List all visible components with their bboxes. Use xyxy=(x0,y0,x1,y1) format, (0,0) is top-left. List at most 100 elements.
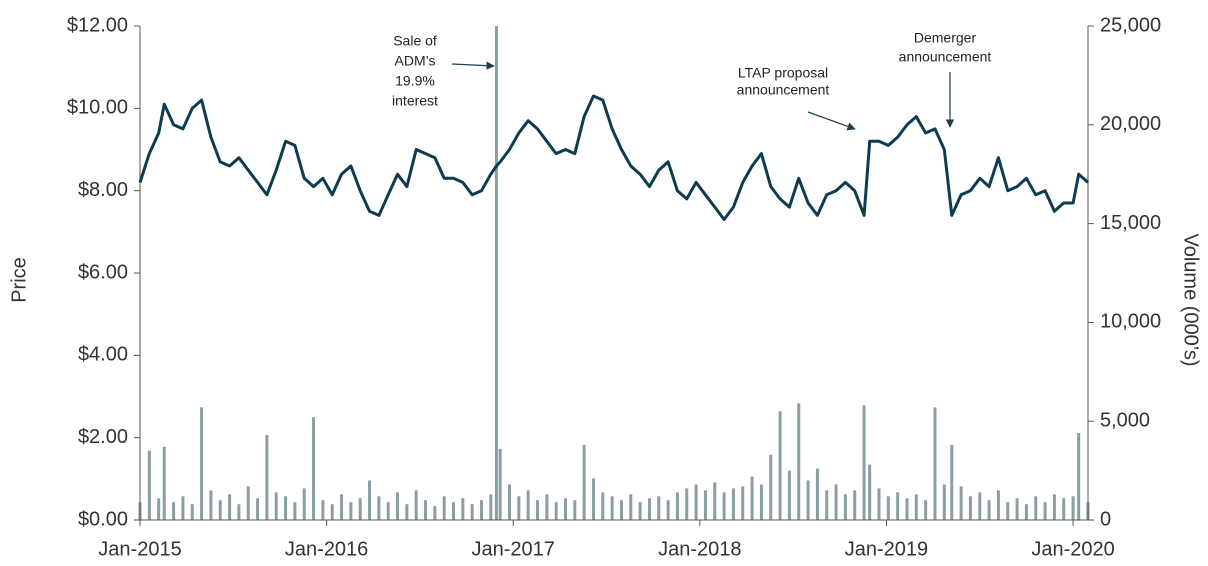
annotation-text: Sale of xyxy=(393,33,437,49)
volume-bar xyxy=(815,468,819,520)
volume-bar xyxy=(713,482,717,520)
volume-bar xyxy=(638,502,642,520)
volume-bar xyxy=(554,502,558,520)
volume-bar xyxy=(731,488,735,520)
volume-bar xyxy=(703,490,707,520)
y-tick-label: $10.00 xyxy=(67,97,128,119)
volume-bar xyxy=(517,496,521,520)
volume-bar xyxy=(933,407,937,520)
volume-bar xyxy=(498,448,502,520)
volume-bar xyxy=(209,490,213,520)
volume-bar xyxy=(312,417,316,520)
volume-bar xyxy=(218,500,222,520)
volume-bar xyxy=(769,454,773,520)
volume-bar xyxy=(424,500,428,520)
volume-bar xyxy=(942,484,946,520)
volume-bar xyxy=(340,494,344,520)
y-tick-label: $8.00 xyxy=(78,179,128,201)
x-tick-label: Jan-2020 xyxy=(1031,538,1114,560)
volume-bar xyxy=(377,496,381,520)
y2-tick-label: 20,000 xyxy=(1100,113,1161,135)
volume-bar xyxy=(694,484,698,520)
y-tick-label: $0.00 xyxy=(78,508,128,530)
volume-bar xyxy=(396,492,400,520)
volume-bar xyxy=(759,484,763,520)
volume-bar xyxy=(526,490,530,520)
volume-bar xyxy=(1062,498,1066,520)
volume-bar xyxy=(321,500,325,520)
volume-bar xyxy=(778,411,782,520)
volume-bar xyxy=(1077,433,1081,520)
volume-bar xyxy=(1071,496,1075,520)
volume-bar xyxy=(914,494,918,520)
volume-bar xyxy=(358,498,362,520)
volume-bar xyxy=(461,498,465,520)
volume-bar xyxy=(489,494,493,520)
volume-bar xyxy=(414,490,418,520)
volume-bar xyxy=(256,498,260,520)
volume-bar xyxy=(862,405,866,520)
annotation-text: announcement xyxy=(737,82,830,98)
volume-bar xyxy=(470,504,474,520)
annotation-text: announcement xyxy=(899,49,992,65)
volume-bar xyxy=(330,504,334,520)
volume-bar xyxy=(601,492,605,520)
volume-bar xyxy=(162,446,166,520)
volume-bar xyxy=(797,403,801,520)
volume-bar xyxy=(968,496,972,520)
annotation-arrow xyxy=(807,111,856,131)
volume-bar xyxy=(987,500,991,520)
annotation: LTAP proposal announcement xyxy=(737,65,856,131)
volume-bar xyxy=(825,490,829,520)
volume-bar xyxy=(959,486,963,520)
volume-bar xyxy=(442,496,446,520)
volume-bar xyxy=(886,496,890,520)
volume-bar xyxy=(722,492,726,520)
annotation-text: 19.9% xyxy=(395,73,435,89)
volume-bar xyxy=(200,407,204,520)
price-line xyxy=(138,94,1089,221)
y-tick-label: $4.00 xyxy=(78,344,128,366)
volume-bar xyxy=(452,502,456,520)
volume-bar xyxy=(787,470,791,520)
volume-bar xyxy=(181,496,185,520)
volume-bar xyxy=(1043,502,1047,520)
volume-bar xyxy=(494,26,498,520)
volume-bars xyxy=(138,26,1090,520)
volume-bar xyxy=(750,476,754,520)
volume-bar xyxy=(1015,498,1019,520)
y-tick-label: $6.00 xyxy=(78,261,128,283)
volume-bar xyxy=(172,502,176,520)
volume-bar xyxy=(896,492,900,520)
volume-bar xyxy=(591,478,595,520)
y2-tick-label: 15,000 xyxy=(1100,212,1161,234)
volume-bar xyxy=(228,494,232,520)
volume-bar xyxy=(246,486,250,520)
volume-bar xyxy=(629,494,633,520)
volume-bar xyxy=(147,450,151,520)
volume-bar xyxy=(563,498,567,520)
volume-bar xyxy=(877,488,881,520)
volume-bar xyxy=(853,490,857,520)
y2-tick-label: 25,000 xyxy=(1100,14,1161,36)
annotation-text: Demerger xyxy=(914,30,977,46)
x-tick-label: Jan-2015 xyxy=(98,538,181,560)
volume-bar xyxy=(405,504,409,520)
y-tick-label: $2.00 xyxy=(78,426,128,448)
volume-bar xyxy=(274,492,278,520)
volume-bar xyxy=(978,492,982,520)
volume-bar xyxy=(843,494,847,520)
volume-bar xyxy=(647,498,651,520)
y2-tick-label: 10,000 xyxy=(1100,311,1161,333)
volume-bar xyxy=(1052,494,1056,520)
volume-bar xyxy=(535,500,539,520)
x-tick-label: Jan-2016 xyxy=(285,538,368,560)
volume-bar xyxy=(237,504,241,520)
volume-bar xyxy=(480,500,484,520)
volume-bar xyxy=(573,500,577,520)
volume-bar xyxy=(666,500,670,520)
volume-bar xyxy=(507,484,511,520)
volume-bar xyxy=(924,500,928,520)
annotation-arrow xyxy=(451,61,495,70)
